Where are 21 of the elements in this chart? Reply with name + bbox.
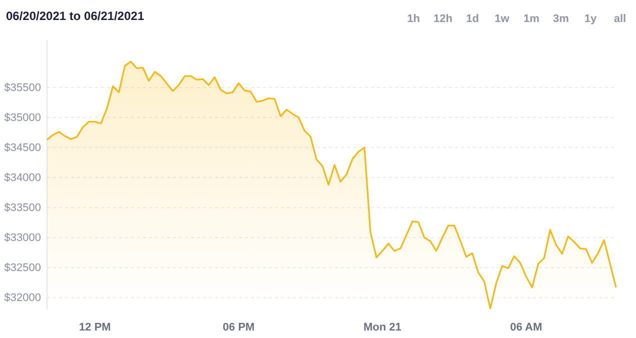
text: 12h xyxy=(434,13,453,25)
text: 1d xyxy=(466,13,479,25)
y-tick-label: $34000 xyxy=(4,172,41,184)
y-tick-label: $32000 xyxy=(4,292,41,304)
chart-title: 06/20/2021 to 06/21/2021 xyxy=(6,9,144,23)
y-tick-label: $32500 xyxy=(4,262,41,274)
x-tick-label: Mon 21 xyxy=(363,322,402,334)
text: 3m xyxy=(553,13,570,25)
text: 1y xyxy=(584,13,598,25)
y-tick-label: $34500 xyxy=(4,142,41,154)
text: 1h xyxy=(407,13,420,25)
y-tick-label: $33000 xyxy=(4,232,41,244)
x-tick-label: 06 AM xyxy=(510,322,542,334)
y-tick-label: $35500 xyxy=(4,82,41,94)
text: 1w xyxy=(494,13,510,25)
text: all xyxy=(614,13,626,25)
x-tick-label: 12 PM xyxy=(79,322,111,334)
y-tick-label: $33500 xyxy=(4,202,41,214)
x-tick-label: 06 PM xyxy=(222,322,255,334)
text: 1m xyxy=(524,13,540,25)
y-tick-label: $35000 xyxy=(4,112,41,124)
